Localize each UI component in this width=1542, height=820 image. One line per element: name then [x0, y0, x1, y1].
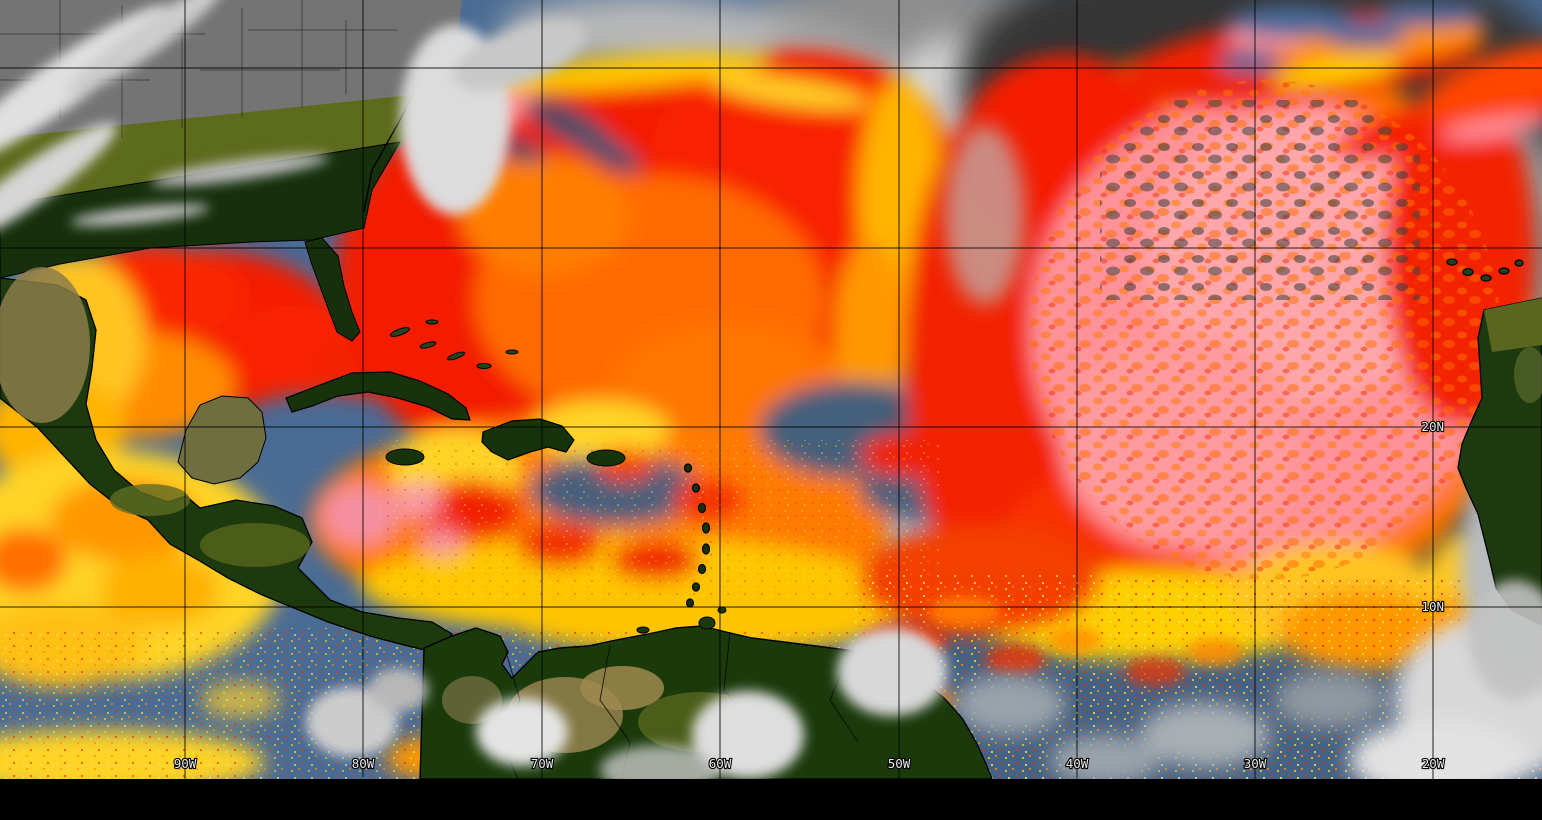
land-caribbean-islands — [285, 319, 711, 608]
grid-labels: 90W 80W 70W 60W 50W 40W 30W 20W 20N 10N — [173, 418, 1446, 772]
land-florida — [304, 237, 361, 342]
satellite-map: 90W 80W 70W 60W 50W 40W 30W 20W 20N 10N — [0, 0, 1542, 779]
lon-label-20w: 20W — [1422, 756, 1445, 771]
lat-label-10n: 10N — [1421, 599, 1444, 614]
lon-label-60w: 60W — [709, 756, 732, 771]
land-yucatan — [177, 395, 267, 485]
cloud-streaks-over-land — [0, 0, 1542, 779]
land-lesser-antilles — [683, 463, 711, 608]
lon-label-40w: 40W — [1066, 756, 1089, 771]
land-west-africa — [1446, 258, 1542, 626]
land-tobago — [717, 606, 727, 614]
land-jamaica — [385, 448, 425, 466]
legend-band: LESS <----- DRY AIR (LOW/MID-LEVEL) AND/… — [0, 779, 1542, 820]
land-canary-islands — [1446, 258, 1524, 282]
land-mexico-central-america — [0, 267, 453, 655]
lon-label-90w: 90W — [174, 756, 197, 771]
lat-label-20n: 20N — [1421, 419, 1444, 434]
land-trinidad — [698, 616, 716, 630]
lon-label-70w: 70W — [531, 756, 554, 771]
land-bahamas — [390, 319, 519, 369]
lon-label-80w: 80W — [352, 756, 375, 771]
satellite-map-image: 90W 80W 70W 60W 50W 40W 30W 20W 20N 10N — [0, 0, 1542, 779]
lon-label-30w: 30W — [1244, 756, 1267, 771]
speckle-caribbean — [380, 440, 940, 600]
land-hispaniola — [481, 418, 575, 461]
land-cuba — [285, 371, 471, 421]
lat-lon-grid — [0, 0, 1542, 779]
lon-label-50w: 50W — [888, 756, 911, 771]
sal-pink-mottling — [1030, 80, 1500, 580]
land-margarita — [636, 626, 650, 634]
land-puerto-rico — [586, 449, 626, 467]
